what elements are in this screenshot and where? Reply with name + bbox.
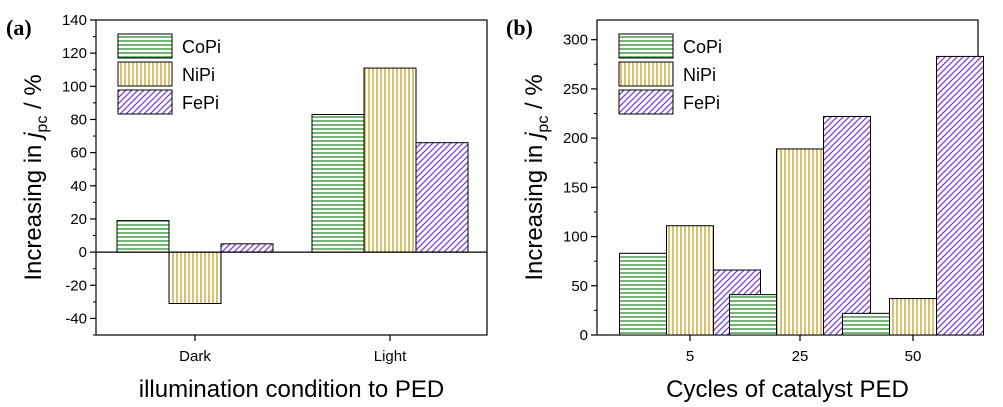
bar-a-nipi-dark: [168, 251, 222, 305]
plot-frame-a: [95, 19, 488, 336]
y-tick-label-a: -40: [65, 310, 87, 327]
x-tick-label-a: Dark: [179, 348, 211, 365]
bar-a-copi-light: [311, 114, 365, 253]
bar-a-copi-dark: [116, 220, 170, 253]
bar-b-nipi-50: [889, 298, 937, 336]
y-tick-label-a: 100: [62, 78, 87, 95]
y-tick-label-a: 40: [70, 178, 87, 195]
y-tick-label-a: 140: [62, 12, 87, 29]
y-tick-label-a: 60: [70, 145, 87, 162]
x-tick-label-a: Light: [374, 348, 407, 365]
y-tick-label-a: 0: [79, 244, 87, 261]
bar-a-nipi-light: [363, 67, 417, 253]
y-tick-label-a: -20: [65, 277, 87, 294]
y-tick-label-b: 50: [571, 278, 588, 295]
bar-b-copi-25: [729, 294, 777, 336]
bars-a: [116, 67, 469, 305]
y-tick-label-b: 300: [563, 32, 588, 49]
bars-b: [619, 55, 984, 336]
legend-b: CoPi NiPi FePi: [618, 33, 722, 115]
legend-swatch-a-fepi: [117, 89, 173, 115]
legend-swatch-a-nipi: [117, 61, 173, 87]
y-axis-label-b-var: j: [521, 132, 548, 141]
legend-label-a-nipi: NiPi: [182, 65, 215, 85]
legend-swatch-b-fepi: [618, 89, 674, 115]
y-tick-label-b: 150: [563, 179, 588, 196]
x-axis-label-b: Cycles of catalyst PED: [666, 376, 909, 402]
y-tick-label-b: 0: [580, 327, 588, 344]
legend-swatch-b-nipi: [618, 61, 674, 87]
panel-a-label: (a): [6, 15, 32, 40]
y-axis-label-a: Increasing in jpc / %: [20, 74, 51, 280]
bar-b-nipi-25: [776, 148, 824, 336]
y-axis-label-b: Increasing in jpc / %: [521, 74, 552, 280]
legend-label-b-nipi: NiPi: [683, 65, 716, 85]
y-axis-label-a-main: Increasing in: [20, 138, 47, 281]
x-tick-label-b: 50: [905, 348, 922, 365]
legend-swatch-b-copi: [618, 33, 674, 59]
bar-b-copi-5: [619, 252, 667, 336]
y-tick-label-a: 80: [70, 111, 87, 128]
y-tick-label-a: 20: [70, 211, 87, 228]
axes-b: 0 50 100 150 200 250 300 5 25 50: [563, 32, 921, 365]
bar-a-fepi-dark: [220, 243, 274, 253]
y-axis-label-a-sub: pc: [34, 116, 51, 133]
y-tick-label-b: 100: [563, 229, 588, 246]
x-axis-label-a: illumination condition to PED: [139, 376, 445, 402]
legend-a: CoPi NiPi FePi: [117, 33, 221, 115]
legend-swatch-a-copi: [117, 33, 173, 59]
y-tick-label-b: 250: [563, 81, 588, 98]
y-axis-label-b-unit: / %: [521, 74, 548, 115]
legend-label-b-fepi: FePi: [683, 93, 720, 113]
x-tick-label-b: 5: [686, 348, 694, 365]
y-axis-label-b-main: Increasing in: [521, 138, 548, 281]
panel-a: (a) -40 -20 0 20 40 60 80 100 120 140 Dark Light Co…: [6, 12, 488, 403]
legend-label-a-copi: CoPi: [182, 37, 221, 57]
bar-b-fepi-25: [823, 115, 871, 336]
legend-label-b-copi: CoPi: [683, 37, 722, 57]
y-axis-label-a-var: j: [20, 132, 47, 141]
panel-b: (b) 0 50 100 150 200 250 300 5 25 50 CoPi NiPi FePi…: [506, 15, 984, 403]
x-tick-label-b: 25: [792, 348, 809, 365]
panel-b-label: (b): [506, 15, 533, 40]
y-axis-label-b-sub: pc: [535, 116, 552, 133]
axes-a: -40 -20 0 20 40 60 80 100 120 140 Dark Light: [62, 12, 487, 365]
bar-b-nipi-5: [666, 225, 714, 336]
y-tick-label-b: 200: [563, 130, 588, 147]
bar-b-copi-50: [842, 312, 890, 336]
bar-b-fepi-50: [936, 55, 984, 336]
legend-label-a-fepi: FePi: [182, 93, 219, 113]
y-axis-label-a-unit: / %: [20, 74, 47, 115]
bar-a-fepi-light: [415, 142, 469, 253]
y-tick-label-a: 120: [62, 45, 87, 62]
